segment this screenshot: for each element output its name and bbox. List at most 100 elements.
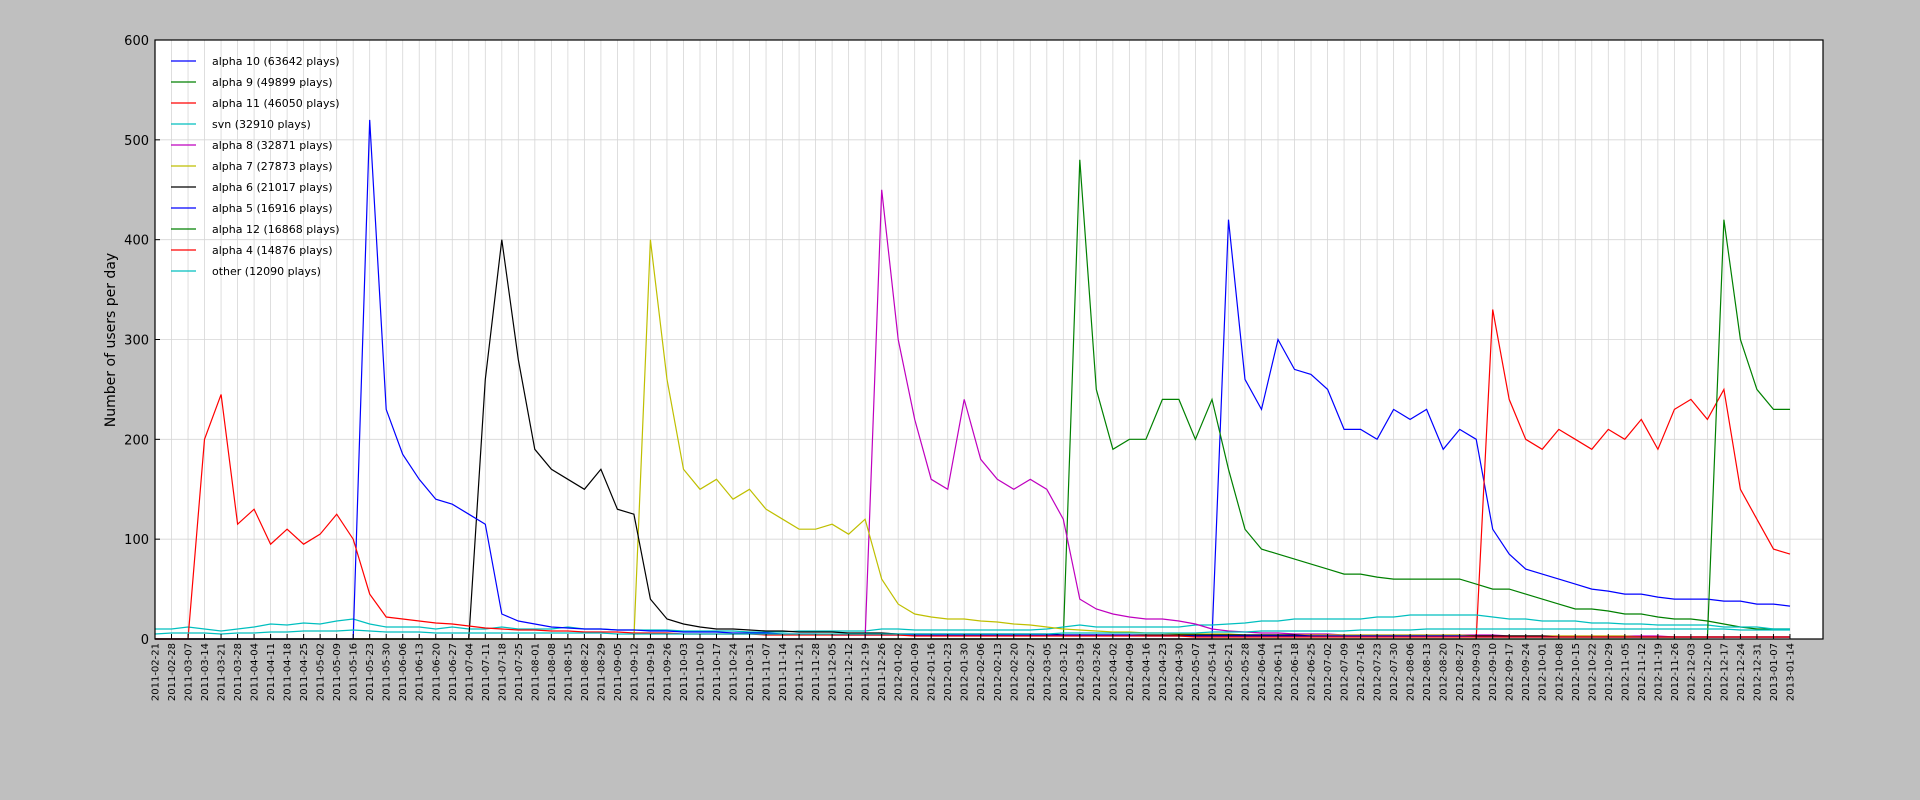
x-tick-label: 2011-04-25 — [299, 643, 310, 701]
x-tick-label: 2012-12-10 — [1703, 643, 1714, 701]
x-tick-label: 2012-01-02 — [894, 643, 905, 701]
legend-label: alpha 12 (16868 plays) — [212, 223, 340, 236]
legend-label: alpha 4 (14876 plays) — [212, 244, 333, 257]
x-tick-label: 2012-01-16 — [927, 643, 938, 701]
x-tick-label: 2011-04-04 — [250, 643, 261, 701]
legend-label: alpha 9 (49899 plays) — [212, 76, 333, 89]
x-tick-label: 2011-10-31 — [745, 643, 756, 701]
x-tick-label: 2012-07-23 — [1373, 643, 1384, 701]
x-tick-label: 2012-10-15 — [1571, 643, 1582, 701]
x-tick-label: 2011-08-08 — [547, 643, 558, 701]
x-tick-label: 2012-01-23 — [943, 643, 954, 701]
x-tick-label: 2011-05-02 — [316, 643, 327, 701]
x-tick-label: 2012-01-09 — [910, 643, 921, 701]
x-tick-label: 2012-09-10 — [1488, 643, 1499, 701]
x-tick-label: 2012-03-19 — [1075, 643, 1086, 701]
x-tick-label: 2012-02-13 — [993, 643, 1004, 701]
x-tick-label: 2011-02-21 — [151, 643, 162, 701]
y-tick-label: 400 — [124, 234, 149, 249]
x-tick-label: 2012-07-30 — [1389, 643, 1400, 701]
x-tick-label: 2011-05-09 — [332, 643, 343, 701]
x-tick-label: 2011-12-12 — [844, 643, 855, 701]
x-tick-label: 2011-06-06 — [398, 643, 409, 701]
x-tick-label: 2012-06-25 — [1307, 643, 1318, 701]
x-tick-label: 2012-10-22 — [1587, 643, 1598, 701]
x-tick-label: 2012-11-26 — [1670, 643, 1681, 701]
x-tick-label: 2012-05-21 — [1224, 643, 1235, 701]
x-tick-label: 2011-04-18 — [283, 643, 294, 701]
x-tick-label: 2012-04-09 — [1125, 643, 1136, 701]
x-tick-label: 2012-10-01 — [1538, 643, 1549, 701]
x-tick-label: 2011-08-01 — [530, 643, 541, 701]
legend-label: alpha 11 (46050 plays) — [212, 97, 340, 110]
x-tick-label: 2012-08-13 — [1422, 643, 1433, 701]
x-tick-label: 2011-04-11 — [266, 643, 277, 701]
x-tick-label: 2012-02-06 — [976, 643, 987, 701]
x-tick-label: 2011-09-26 — [662, 643, 673, 701]
x-tick-label: 2011-02-28 — [167, 643, 178, 701]
x-tick-label: 2012-09-03 — [1472, 643, 1483, 701]
x-tick-label: 2012-03-26 — [1092, 643, 1103, 701]
x-tick-label: 2011-03-28 — [233, 643, 244, 701]
x-tick-label: 2011-10-03 — [679, 643, 690, 701]
x-tick-label: 2012-07-16 — [1356, 643, 1367, 701]
x-tick-label: 2012-06-04 — [1257, 643, 1268, 701]
x-tick-label: 2012-12-31 — [1752, 643, 1763, 701]
x-tick-label: 2011-12-19 — [861, 643, 872, 701]
x-tick-label: 2012-08-27 — [1455, 643, 1466, 701]
x-tick-label: 2012-04-16 — [1141, 643, 1152, 701]
legend-label: alpha 8 (32871 plays) — [212, 139, 333, 152]
x-tick-label: 2012-05-07 — [1191, 643, 1202, 701]
x-tick-label: 2011-07-25 — [514, 643, 525, 701]
x-tick-label: 2011-03-14 — [200, 643, 211, 701]
x-tick-label: 2011-06-20 — [431, 643, 442, 701]
x-tick-label: 2011-08-29 — [596, 643, 607, 701]
plot-frame — [154, 39, 1824, 640]
x-tick-label: 2011-05-23 — [365, 643, 376, 701]
x-tick-label: 2012-02-20 — [1009, 643, 1020, 701]
x-tick-label: 2011-11-28 — [811, 643, 822, 701]
x-tick-label: 2011-07-11 — [481, 643, 492, 701]
x-tick-label: 2012-10-29 — [1604, 643, 1615, 701]
y-tick-label: 600 — [124, 34, 149, 49]
x-tick-label: 2011-03-07 — [184, 643, 195, 701]
x-tick-label: 2012-06-11 — [1274, 643, 1285, 701]
x-tick-label: 2011-11-21 — [795, 643, 806, 701]
legend-label: alpha 5 (16916 plays) — [212, 202, 333, 215]
ticks: 0 100 200 300 400 500 600 2011-02-21 2011-02-28 2… — [124, 34, 1796, 701]
series-line — [154, 628, 1790, 635]
x-tick-label: 2012-01-30 — [960, 643, 971, 701]
x-tick-label: 2012-12-03 — [1686, 643, 1697, 701]
series-line — [155, 394, 1790, 640]
x-tick-label: 2012-12-24 — [1736, 643, 1747, 701]
x-tick-label: 2012-04-30 — [1174, 643, 1185, 701]
x-tick-label: 2011-05-30 — [382, 643, 393, 701]
series-line — [155, 614, 1790, 633]
x-tick-label: 2011-12-26 — [877, 643, 888, 701]
x-tick-label: 2012-11-12 — [1637, 643, 1648, 701]
x-tick-label: 2012-03-12 — [1059, 643, 1070, 701]
x-tick-label: 2012-11-19 — [1653, 643, 1664, 701]
x-tick-label: 2012-05-28 — [1240, 643, 1251, 701]
x-tick-label: 2012-03-05 — [1042, 643, 1053, 701]
y-axis-label: Number of users per day — [103, 253, 119, 427]
x-tick-label: 2011-08-22 — [580, 643, 591, 701]
x-tick-label: 2012-09-17 — [1505, 643, 1516, 701]
x-tick-label: 2011-07-04 — [464, 643, 475, 701]
legend: alpha 10 (63642 plays) alpha 9 (49899 pla… — [171, 55, 340, 278]
x-tick-label: 2011-06-27 — [448, 643, 459, 701]
x-tick-label: 2011-06-13 — [415, 643, 426, 701]
x-tick-label: 2011-09-12 — [629, 643, 640, 701]
legend-label: other (12090 plays) — [212, 265, 321, 278]
x-tick-label: 2011-07-18 — [497, 643, 508, 701]
x-tick-label: 2013-01-14 — [1785, 643, 1796, 701]
x-tick-label: 2011-12-05 — [828, 643, 839, 701]
x-tick-label: 2011-09-19 — [646, 643, 657, 701]
x-tick-label: 2012-08-06 — [1406, 643, 1417, 701]
x-tick-label: 2011-10-17 — [712, 643, 723, 701]
y-tick-label: 500 — [124, 134, 149, 149]
x-tick-label: 2012-10-08 — [1554, 643, 1565, 701]
legend-label: svn (32910 plays) — [212, 118, 311, 131]
